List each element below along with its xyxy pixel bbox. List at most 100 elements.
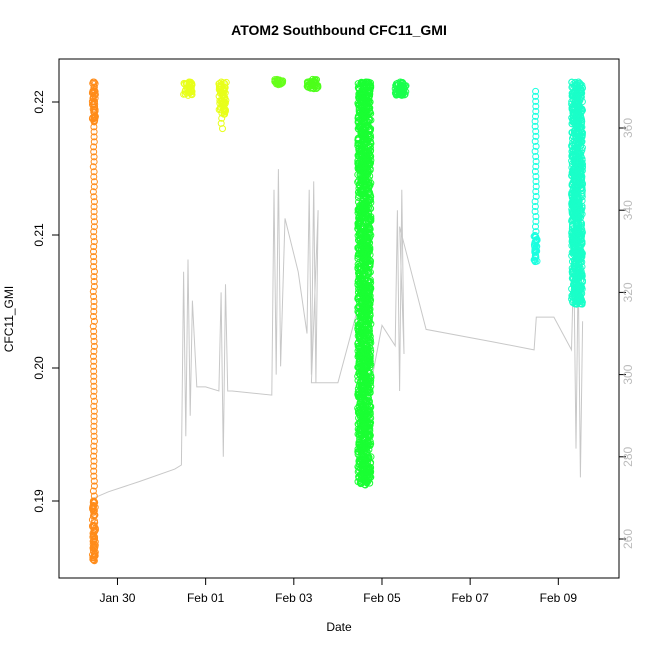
data-point bbox=[91, 503, 99, 511]
series-2 bbox=[180, 78, 196, 99]
data-point bbox=[531, 137, 539, 145]
data-point bbox=[217, 82, 225, 90]
data-point bbox=[366, 441, 374, 449]
data-point bbox=[90, 432, 98, 440]
data-point bbox=[532, 163, 540, 170]
data-point bbox=[90, 193, 98, 201]
data-point bbox=[216, 83, 224, 91]
data-point bbox=[90, 462, 98, 470]
data-point bbox=[396, 91, 404, 99]
data-point bbox=[366, 214, 373, 222]
data-point bbox=[90, 148, 98, 156]
data-point bbox=[577, 235, 585, 243]
data-point bbox=[572, 275, 580, 283]
data-point bbox=[362, 177, 370, 185]
data-point bbox=[532, 213, 540, 220]
data-point bbox=[572, 290, 580, 298]
data-point bbox=[364, 434, 372, 442]
data-point bbox=[89, 288, 97, 295]
data-point bbox=[569, 109, 577, 116]
data-point bbox=[361, 245, 369, 252]
data-point bbox=[576, 126, 584, 134]
data-point bbox=[358, 87, 366, 95]
data-point bbox=[366, 108, 374, 115]
data-point bbox=[90, 283, 98, 290]
data-point bbox=[363, 295, 371, 303]
data-point bbox=[354, 478, 362, 486]
data-point bbox=[570, 165, 578, 173]
data-point bbox=[90, 258, 98, 266]
right-y-tick-label: 320 bbox=[621, 282, 635, 302]
secondary-series-line bbox=[93, 169, 584, 499]
data-point bbox=[90, 173, 98, 181]
data-point bbox=[90, 303, 98, 310]
data-point bbox=[570, 92, 577, 100]
data-point bbox=[90, 138, 98, 146]
data-point bbox=[90, 447, 98, 455]
data-point bbox=[90, 397, 98, 405]
data-point bbox=[357, 162, 365, 170]
data-point bbox=[354, 280, 362, 288]
data-point bbox=[365, 78, 373, 86]
data-point bbox=[90, 143, 98, 151]
data-point bbox=[531, 147, 539, 155]
data-point bbox=[578, 187, 586, 194]
data-point bbox=[90, 278, 98, 285]
data-point bbox=[89, 322, 97, 330]
data-point bbox=[187, 90, 195, 98]
data-point bbox=[358, 339, 366, 347]
data-point bbox=[359, 290, 367, 298]
series-1 bbox=[88, 78, 99, 565]
data-point bbox=[575, 264, 583, 272]
data-point bbox=[362, 461, 370, 469]
data-point bbox=[91, 511, 99, 519]
data-point bbox=[367, 199, 375, 207]
data-point bbox=[361, 473, 369, 481]
data-point bbox=[366, 332, 374, 340]
data-point bbox=[391, 89, 399, 97]
data-point bbox=[532, 193, 540, 200]
data-point bbox=[90, 412, 98, 420]
data-point bbox=[354, 430, 362, 438]
data-point bbox=[90, 362, 98, 370]
data-point bbox=[532, 102, 540, 110]
data-point bbox=[366, 82, 374, 90]
data-point bbox=[532, 132, 540, 140]
data-point bbox=[577, 138, 585, 146]
data-point bbox=[578, 175, 586, 182]
data-point bbox=[361, 427, 369, 434]
data-point bbox=[90, 183, 98, 191]
data-point bbox=[360, 209, 368, 217]
data-point bbox=[356, 400, 364, 408]
data-point bbox=[355, 177, 363, 185]
data-point bbox=[362, 194, 370, 202]
data-point bbox=[90, 293, 98, 300]
y-axis: 0.19 0.20 0.21 0.22 bbox=[32, 90, 59, 513]
data-point bbox=[574, 249, 581, 257]
data-point bbox=[570, 80, 578, 88]
data-point bbox=[570, 215, 578, 223]
data-point bbox=[90, 218, 98, 226]
data-point bbox=[90, 437, 98, 445]
data-point bbox=[364, 348, 372, 356]
data-point bbox=[362, 183, 370, 191]
data-point bbox=[532, 218, 540, 225]
data-point bbox=[90, 153, 98, 161]
data-point bbox=[531, 117, 539, 125]
data-point bbox=[357, 171, 365, 179]
data-point bbox=[89, 502, 97, 510]
data-point bbox=[361, 370, 369, 377]
data-point bbox=[365, 256, 373, 264]
data-point bbox=[576, 233, 584, 241]
data-point bbox=[90, 198, 98, 206]
x-tick-label: Feb 07 bbox=[451, 591, 489, 605]
data-point bbox=[356, 314, 364, 322]
data-point bbox=[533, 236, 541, 244]
data-point bbox=[362, 201, 370, 209]
data-point bbox=[354, 264, 362, 272]
data-point bbox=[359, 475, 367, 483]
data-point bbox=[531, 198, 539, 205]
data-point bbox=[574, 88, 582, 96]
data-point bbox=[531, 257, 539, 265]
data-point bbox=[570, 82, 578, 90]
